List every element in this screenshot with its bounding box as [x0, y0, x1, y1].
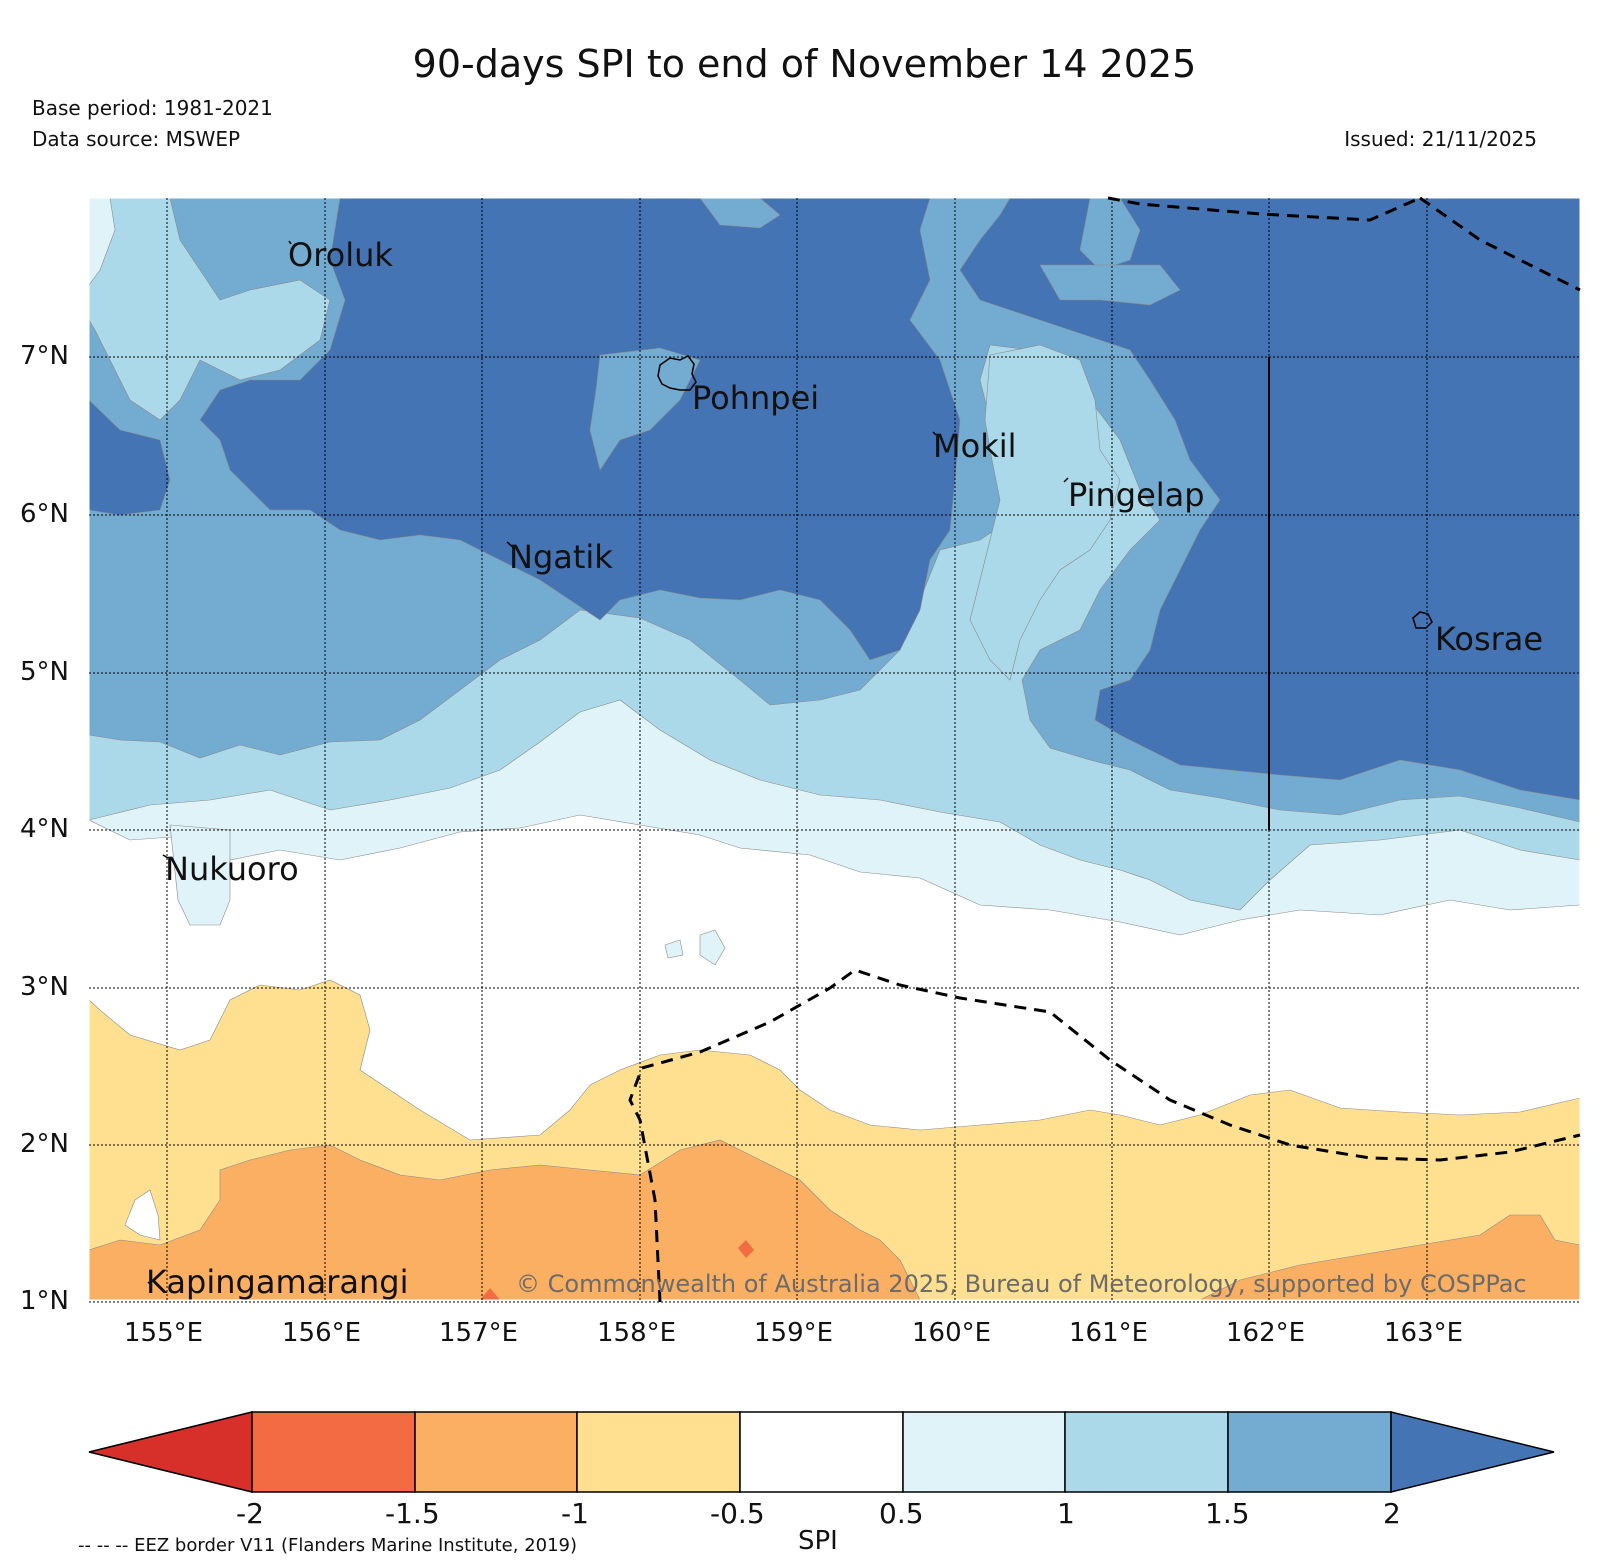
colorbar-tick: 1.5	[1205, 1497, 1250, 1530]
lon-tick: 155°E	[124, 1318, 204, 1348]
page-title: 90-days SPI to end of November 14 2025	[412, 42, 1197, 86]
pohnpei-island	[657, 355, 697, 391]
lon-tick: 161°E	[1069, 1318, 1149, 1348]
colorbar-swatch	[902, 1411, 1066, 1493]
colorbar-swatch	[739, 1411, 904, 1493]
colorbar-tick: 2	[1383, 1497, 1401, 1530]
lon-tick: 157°E	[439, 1318, 519, 1348]
eez-border	[628, 196, 1581, 1303]
kosrae-island	[1412, 611, 1433, 629]
lon-tick: 158°E	[597, 1318, 677, 1348]
place-label-oroluk: Oroluk	[288, 236, 393, 274]
colorbar-extend-low	[88, 1411, 253, 1493]
colorbar-tick: 0.5	[879, 1497, 924, 1530]
lat-tick: 3°N	[20, 972, 69, 1002]
lat-tick: 6°N	[20, 499, 69, 529]
data-source: Data source: MSWEP	[32, 127, 241, 151]
spi-contours	[89, 198, 1580, 1300]
place-label-pohnpei: Pohnpei	[692, 379, 820, 417]
colorbar-extend-high	[1390, 1411, 1555, 1493]
colorbar	[88, 1411, 1555, 1493]
lat-tick: 7°N	[20, 341, 69, 371]
colorbar-tick: -1.5	[385, 1497, 440, 1530]
map-frame	[88, 197, 1581, 1301]
colorbar-label: SPI	[798, 1526, 838, 1556]
graticule	[89, 198, 1580, 1303]
colorbar-swatch	[414, 1411, 578, 1493]
eez-footnote: -- -- -- EEZ border V11 (Flanders Marine…	[78, 1535, 578, 1556]
colorbar-swatch	[251, 1411, 416, 1493]
contour-2-plus-central	[199, 198, 961, 661]
colorbar-tick: -1	[561, 1497, 589, 1530]
base-period: Base period: 1981-2021	[32, 96, 273, 120]
colorbar-tick: -0.5	[710, 1497, 765, 1530]
place-label-kapingamarangi: Kapingamarangi	[146, 1263, 409, 1301]
lat-tick: 4°N	[20, 814, 69, 844]
place-label-pingelap: Pingelap	[1068, 476, 1205, 514]
issued-date: Issued: 21/11/2025	[1344, 127, 1537, 151]
lat-tick: 5°N	[20, 657, 69, 687]
colorbar-swatch	[1227, 1411, 1392, 1493]
lon-tick: 156°E	[282, 1318, 362, 1348]
copyright-notice: © Commonwealth of Australia 2025, Bureau…	[516, 1270, 1527, 1298]
lon-tick: 163°E	[1384, 1318, 1464, 1348]
lat-tick: 2°N	[20, 1129, 69, 1159]
contour-dry-1-1.5	[89, 1139, 921, 1300]
place-label-nukuoro: Nukuoro	[165, 850, 299, 888]
lon-tick: 159°E	[754, 1318, 834, 1348]
colorbar-tick: -2	[236, 1497, 264, 1530]
lon-tick: 162°E	[1226, 1318, 1306, 1348]
colorbar-swatch	[576, 1411, 741, 1493]
place-label-mokil: Mokil	[933, 427, 1017, 465]
colorbar-tick: 1	[1057, 1497, 1075, 1530]
place-label-ngatik: Ngatik	[509, 538, 613, 576]
lon-tick: 160°E	[912, 1318, 992, 1348]
atoll-markers	[147, 240, 1069, 1287]
lat-tick: 1°N	[20, 1286, 69, 1316]
place-label-kosrae: Kosrae	[1435, 620, 1544, 658]
colorbar-swatch	[1064, 1411, 1229, 1493]
